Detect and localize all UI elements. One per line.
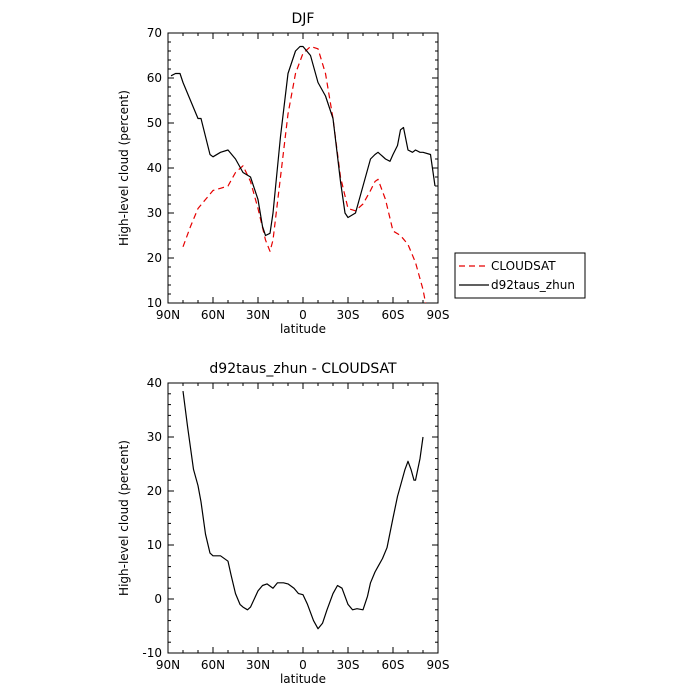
x-tick-label: 60N <box>201 308 225 322</box>
x-tick-label: 30S <box>337 658 360 672</box>
y-tick-label: 30 <box>147 430 162 444</box>
y-tick-label: 70 <box>147 26 162 40</box>
y-tick-label: 20 <box>147 484 162 498</box>
y-tick-label: 30 <box>147 206 162 220</box>
y-tick-label: 50 <box>147 116 162 130</box>
y-tick-label: 20 <box>147 251 162 265</box>
chart-djf: DJF 90N 60N 30N 0 30S 60S 90S 10 20 30 40 50 60 70 lati… <box>117 11 586 336</box>
chart-title: DJF <box>292 11 315 27</box>
x-tick-label: 90S <box>427 658 450 672</box>
legend-label: d92taus_zhun <box>491 278 575 292</box>
x-tick-label: 0 <box>299 308 307 322</box>
y-tick-label: -10 <box>142 646 162 660</box>
x-tick-label: 90N <box>156 658 180 672</box>
x-tick-label: 30S <box>337 308 360 322</box>
x-axis-label: latitude <box>280 672 326 686</box>
legend: CLOUDSAT d92taus_zhun <box>454 252 586 299</box>
plot-frame <box>167 382 439 654</box>
y-tick-label: 10 <box>147 538 162 552</box>
plot-frame <box>167 32 439 304</box>
y-tick-label: 0 <box>154 592 162 606</box>
y-tick-label: 40 <box>147 161 162 175</box>
legend-box <box>454 252 586 299</box>
y-tick-label: 10 <box>147 296 162 310</box>
x-tick-label: 90N <box>156 308 180 322</box>
y-tick-label: 60 <box>147 71 162 85</box>
x-tick-label: 60S <box>382 658 405 672</box>
x-axis-label: latitude <box>280 322 326 336</box>
chart-difference: d92taus_zhun - CLOUDSAT 90N 60N 30N 0 30S 60S 9… <box>117 361 449 686</box>
series-line-cloudsat <box>182 45 427 303</box>
y-axis-label: High-level cloud (percent) <box>117 440 131 596</box>
x-tick-label: 0 <box>299 658 307 672</box>
x-tick-label: 30N <box>246 308 270 322</box>
x-tick-label: 90S <box>427 308 450 322</box>
legend-label: CLOUDSAT <box>491 259 556 273</box>
y-tick-label: 40 <box>147 376 162 390</box>
x-tick-label: 60N <box>201 658 225 672</box>
x-tick-label: 30N <box>246 658 270 672</box>
x-tick-label: 60S <box>382 308 405 322</box>
chart-title: d92taus_zhun - CLOUDSAT <box>209 361 397 377</box>
y-axis-label: High-level cloud (percent) <box>117 90 131 246</box>
series-line-d92taus-zhun <box>170 45 436 237</box>
series-line-0 <box>182 391 424 630</box>
